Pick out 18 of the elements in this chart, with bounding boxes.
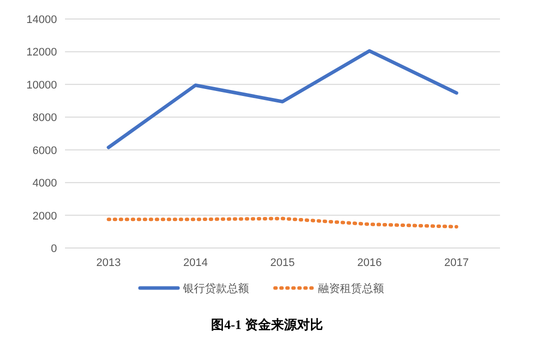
y-tick-label: 0 xyxy=(50,243,57,255)
x-tick-label: 2016 xyxy=(357,257,382,269)
x-tick-label: 2017 xyxy=(444,257,469,269)
y-tick-label: 6000 xyxy=(32,144,57,157)
legend-label: 银行贷款总额 xyxy=(182,282,249,295)
y-tick-label: 2000 xyxy=(32,210,57,222)
y-tick-label: 4000 xyxy=(32,178,57,190)
y-tick-label: 12000 xyxy=(26,46,57,59)
line-series xyxy=(106,49,458,150)
legend-label: 融资租赁总额 xyxy=(318,282,384,295)
x-tick-label: 2014 xyxy=(183,257,208,269)
text: 图4-1 资金来源对比 xyxy=(211,317,323,332)
x-tick-label: 2015 xyxy=(270,257,295,269)
line-series xyxy=(106,216,458,228)
y-tick-label: 10000 xyxy=(26,79,57,92)
x-tick-label: 2013 xyxy=(96,257,121,269)
y-tick-label: 8000 xyxy=(32,112,57,124)
y-tick-label: 14000 xyxy=(26,14,57,26)
